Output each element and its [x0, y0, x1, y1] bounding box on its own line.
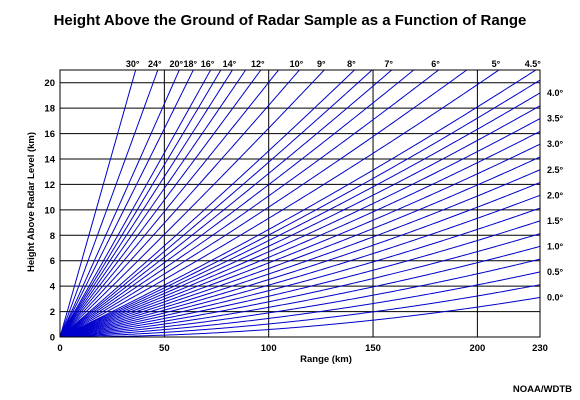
top-angle-label: 6° — [431, 59, 440, 69]
y-tick-label: 14 — [44, 155, 55, 166]
top-angle-label: 30° — [126, 59, 140, 69]
y-tick-label: 0 — [50, 333, 55, 344]
y-axis-label: Height Above Radar Level (km) — [26, 132, 37, 272]
elevation-line — [60, 70, 212, 337]
elevation-line — [60, 79, 540, 337]
top-angle-label: 5° — [492, 59, 501, 69]
top-angle-label: 16° — [201, 59, 215, 69]
top-angle-label: 8° — [347, 59, 356, 69]
y-tick-label: 16 — [44, 129, 55, 140]
elevation-line — [60, 143, 540, 337]
top-angle-label: 20° — [169, 59, 183, 69]
tick-labels: 0.0° 0.5° 1.0° 1.5° 2.0° 2.5° 3.0° 3.5° 4.0° 4.5°… — [44, 59, 563, 354]
top-angle-label: 24° — [148, 59, 162, 69]
elevation-line — [60, 105, 540, 337]
elevation-line — [60, 156, 540, 337]
grid — [60, 70, 540, 337]
elevation-line — [60, 70, 300, 337]
top-angle-label: 18° — [184, 59, 198, 69]
elevation-line — [60, 70, 415, 337]
chart-title: Height Above the Ground of Radar Sample … — [54, 12, 527, 29]
credit-label: NOAA/WDTB — [513, 384, 572, 395]
elevation-line — [60, 296, 540, 337]
elevation-line — [60, 70, 468, 337]
elevation-line — [60, 70, 393, 337]
x-tick-label: 0 — [57, 343, 62, 354]
y-tick-label: 20 — [44, 78, 55, 89]
elevation-line — [60, 70, 159, 337]
elevation-line — [60, 70, 137, 337]
right-angle-label: 3.0° — [547, 139, 564, 149]
elevation-line — [60, 70, 355, 337]
y-tick-label: 10 — [44, 205, 55, 216]
right-angle-label: 4.0° — [547, 88, 564, 98]
elevation-line — [60, 284, 540, 337]
right-angle-label: 2.0° — [547, 190, 564, 200]
elevation-line — [60, 70, 373, 337]
elevation-line — [60, 207, 540, 337]
elevation-line — [60, 182, 540, 337]
elevation-line — [60, 194, 540, 337]
elevation-line — [60, 70, 537, 337]
elevation-line — [60, 70, 500, 337]
plot-frame — [59, 69, 541, 338]
top-angle-label: 12° — [251, 59, 265, 69]
y-tick-label: 8 — [50, 231, 55, 242]
y-tick-label: 12 — [44, 180, 55, 191]
right-angle-label: 3.5° — [547, 114, 564, 124]
right-angle-label: 1.0° — [547, 241, 564, 251]
elevation-line — [60, 70, 279, 337]
right-angle-label: 2.5° — [547, 165, 564, 175]
elevation-line — [60, 220, 540, 337]
elevation-line — [60, 70, 247, 337]
elevation-line — [60, 92, 540, 337]
y-tick-label: 2 — [50, 307, 55, 318]
elevation-line — [60, 130, 540, 337]
top-angle-label: 7° — [384, 59, 393, 69]
x-tick-label: 200 — [469, 343, 485, 354]
elevation-line — [60, 70, 194, 337]
y-tick-label: 18 — [44, 104, 55, 115]
x-tick-label: 50 — [159, 343, 170, 354]
elevation-line — [60, 70, 180, 337]
right-angle-label: 1.5° — [547, 216, 564, 226]
y-tick-label: 4 — [50, 282, 56, 293]
elevation-line — [60, 118, 540, 337]
elevation-line — [60, 70, 222, 337]
elevation-line — [60, 258, 540, 337]
top-angle-label: 10° — [290, 59, 304, 69]
right-angle-label: 0.0° — [547, 292, 564, 302]
elevation-line — [60, 233, 540, 337]
elevation-line — [60, 169, 540, 337]
right-angle-label: 0.5° — [547, 267, 564, 277]
x-axis-label: Range (km) — [300, 354, 352, 365]
x-tick-label: 100 — [261, 343, 277, 354]
elevation-lines — [60, 70, 540, 337]
elevation-line — [60, 70, 439, 337]
x-tick-label: 150 — [365, 343, 381, 354]
elevation-line — [60, 70, 325, 337]
elevation-line — [60, 271, 540, 337]
elevation-line — [60, 70, 262, 337]
top-angle-label: 14° — [223, 59, 237, 69]
x-tick-label: 230 — [532, 343, 548, 354]
top-angle-label: 4.5° — [525, 59, 542, 69]
elevation-line — [60, 245, 540, 337]
y-tick-label: 6 — [50, 256, 55, 267]
elevation-line — [60, 70, 233, 337]
top-angle-label: 9° — [317, 59, 326, 69]
